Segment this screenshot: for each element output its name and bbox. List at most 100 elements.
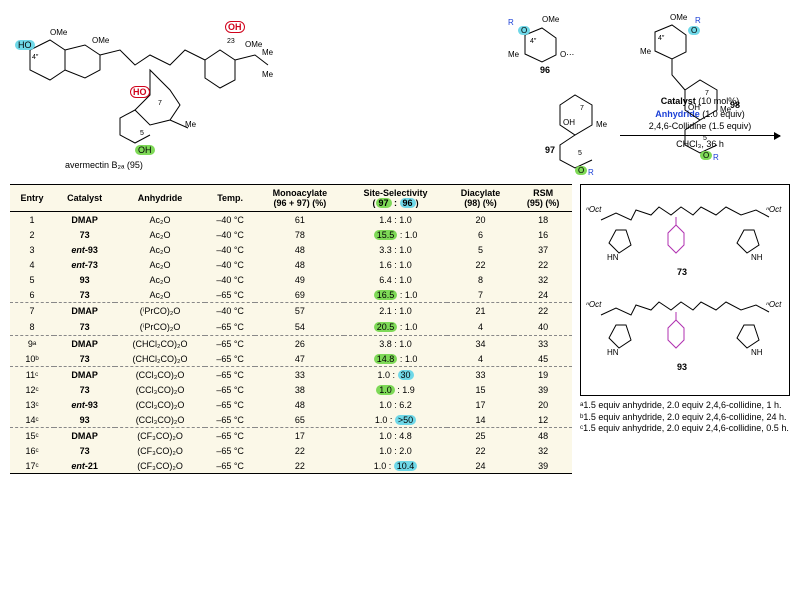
c7-97: 7 <box>580 105 584 112</box>
cell: 12ᶜ <box>10 382 54 397</box>
cell: –40 °C <box>205 212 256 228</box>
cell: (ⁱPrCO)₂O <box>115 319 205 336</box>
me-97: Me <box>596 120 607 129</box>
cell: 22 <box>255 458 344 474</box>
cell: 22 <box>447 443 515 458</box>
cell: (CHCl₂CO)₂O <box>115 351 205 367</box>
ome-label-2: OMe <box>92 36 109 45</box>
reaction-scheme: HO 4″ OMe OMe OH 23 OMe Me Me HO 7 5 Me … <box>10 10 790 180</box>
label-97: 97 <box>545 145 555 155</box>
product-structures: R O OMe 4″ Me O⋯ 96 R O OMe 4″ Me 7 OH M… <box>500 10 790 180</box>
footnote-a: ᵃ1.5 equiv anhydride, 2.0 equiv 2,4,6-co… <box>580 400 790 412</box>
cell: 47 <box>255 351 344 367</box>
me-label-1: Me <box>262 48 273 57</box>
noct-r-93: ⁿOct <box>766 300 781 309</box>
table-and-side: EntryCatalystAnhydrideTemp.Monoacylate(9… <box>10 184 790 474</box>
cell: (CHCl₂CO)₂O <box>115 336 205 352</box>
cell: 34 <box>447 336 515 352</box>
cell: 8 <box>10 319 54 336</box>
r-97: R <box>588 168 594 177</box>
cell: 6 <box>10 287 54 303</box>
cell: 14ᶜ <box>10 412 54 428</box>
cell: 54 <box>255 319 344 336</box>
cell: –65 °C <box>205 412 256 428</box>
cell: –65 °C <box>205 351 256 367</box>
cell: 93 <box>54 412 115 428</box>
col-header: Catalyst <box>54 185 115 212</box>
cell: 78 <box>255 227 344 242</box>
me-98: Me <box>640 47 651 56</box>
cell: 21 <box>447 303 515 320</box>
side-column: ⁿOct ⁿOct HN NH 73 ⁿOct ⁿOct HN NH 93 ᵃ1… <box>580 184 790 474</box>
cell: 24 <box>514 287 572 303</box>
cell: Ac₂O <box>115 212 205 228</box>
cell: 17 <box>255 428 344 444</box>
cell: 7 <box>447 287 515 303</box>
c5-label: 5 <box>140 130 144 137</box>
cell: –65 °C <box>205 397 256 412</box>
cell: –65 °C <box>205 443 256 458</box>
cell: 18 <box>514 212 572 228</box>
cell: 19 <box>514 367 572 383</box>
cell: 22 <box>447 257 515 272</box>
substrate-name: avermectin B₂ₐ (95) <box>65 160 143 170</box>
cell: (CF₃CO)₂O <box>115 443 205 458</box>
c5-97: 5 <box>578 150 582 157</box>
oh-5-label: OH <box>135 145 155 155</box>
cell: 5 <box>10 272 54 287</box>
cell: 15ᶜ <box>10 428 54 444</box>
cell: Ac₂O <box>115 257 205 272</box>
cell: 22 <box>514 257 572 272</box>
cell: 73 <box>54 382 115 397</box>
cell: DMAP <box>54 336 115 352</box>
cell: 73 <box>54 443 115 458</box>
cell: 33 <box>514 336 572 352</box>
cell: 16.5 : 1.0 <box>344 287 446 303</box>
cell: 39 <box>514 458 572 474</box>
o-bond-96: O⋯ <box>560 50 574 59</box>
cell: 39 <box>514 382 572 397</box>
cell: 32 <box>514 272 572 287</box>
cell: 3.8 : 1.0 <box>344 336 446 352</box>
col-header: Diacylate(98) (%) <box>447 185 515 212</box>
nh-l-93: HN <box>607 348 619 357</box>
cell: 73 <box>54 351 115 367</box>
cell: –40 °C <box>205 227 256 242</box>
cell: 11ᶜ <box>10 367 54 383</box>
cell: –65 °C <box>205 382 256 397</box>
nh-r-73: NH <box>751 253 763 262</box>
c4dd-98: 4″ <box>658 35 664 42</box>
ome-label-1: OMe <box>50 28 67 37</box>
cell: 20 <box>447 212 515 228</box>
cell: 48 <box>255 257 344 272</box>
footnote-b: ᵇ1.5 equiv anhydride, 2.0 equiv 2,4,6-co… <box>580 412 790 424</box>
cell: Ac₂O <box>115 287 205 303</box>
cell: 32 <box>514 443 572 458</box>
cell: 1.4 : 1.0 <box>344 212 446 228</box>
cell: 37 <box>514 242 572 257</box>
cell: 1.0 : >50 <box>344 412 446 428</box>
o-96: O <box>518 25 530 35</box>
footnote-c: ᶜ1.5 equiv anhydride, 2.0 equiv 2,4,6-co… <box>580 423 790 435</box>
me-label-3: Me <box>185 120 196 129</box>
col-header: Site-Selectivity(97 : 96) <box>344 185 446 212</box>
results-table: EntryCatalystAnhydrideTemp.Monoacylate(9… <box>10 184 572 474</box>
cell: (CF₃CO)₂O <box>115 458 205 474</box>
oh-97: OH <box>563 118 575 127</box>
cell: 13ᶜ <box>10 397 54 412</box>
r-group-96: R <box>508 18 514 27</box>
cell: DMAP <box>54 367 115 383</box>
cell: (ⁱPrCO)₂O <box>115 303 205 320</box>
cell: (CCl₃CO)₂O <box>115 367 205 383</box>
label-96: 96 <box>540 65 550 75</box>
cell: (CCl₃CO)₂O <box>115 412 205 428</box>
cat93-label: 93 <box>677 362 687 372</box>
cat73-label: 73 <box>677 267 687 277</box>
cell: ent-73 <box>54 257 115 272</box>
cell: 49 <box>255 272 344 287</box>
cell: DMAP <box>54 212 115 228</box>
cell: 38 <box>255 382 344 397</box>
products-svg <box>500 10 760 180</box>
label-98: 98 <box>730 100 740 110</box>
col-header: Monoacylate(96 + 97) (%) <box>255 185 344 212</box>
